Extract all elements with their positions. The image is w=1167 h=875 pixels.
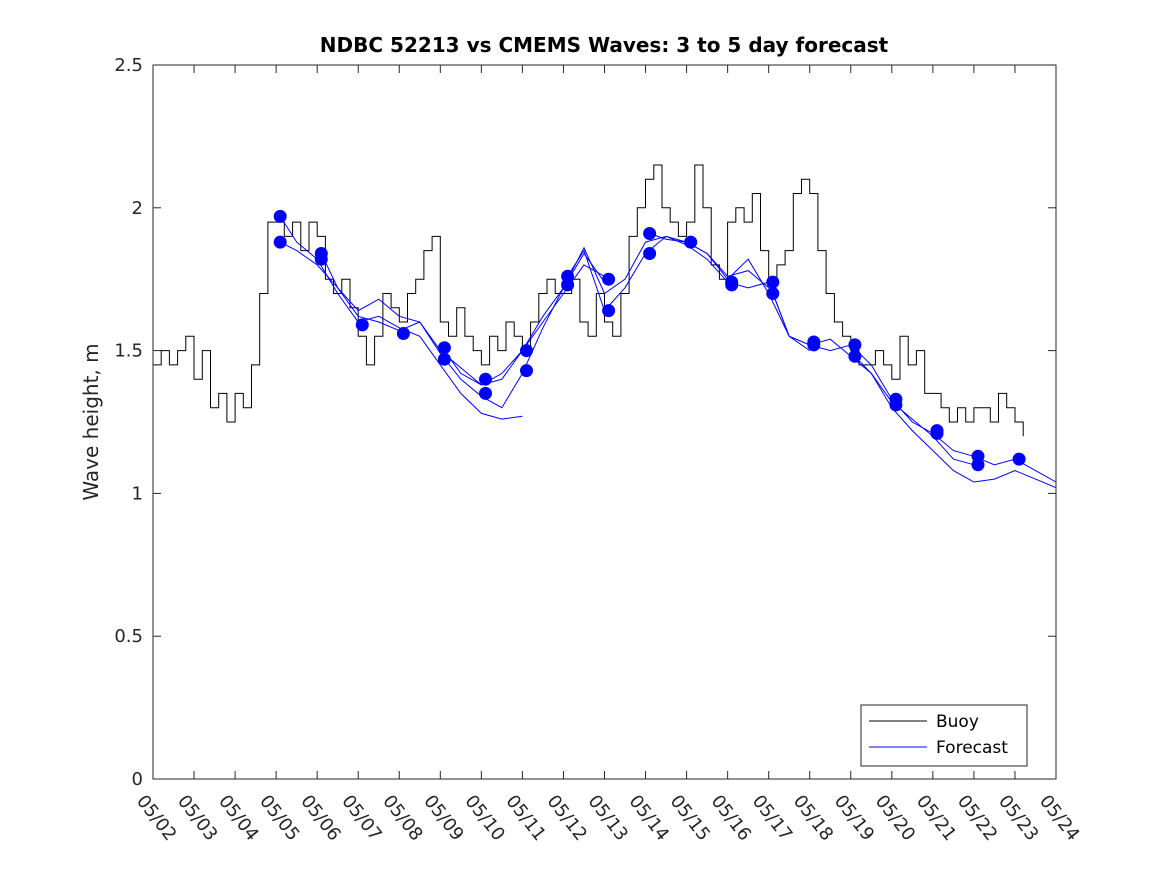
y-tick-label: 0.5 [114, 626, 143, 647]
forecast-line-7 [772, 293, 1057, 483]
forecast-marker [684, 235, 698, 249]
y-axis-label: Wave height, m [79, 343, 103, 500]
forecast-marker [971, 458, 985, 472]
buoy-line [153, 164, 1024, 437]
legend: Buoy Forecast [860, 704, 1028, 767]
legend-buoy-label: Buoy [936, 712, 979, 732]
forecast-marker [437, 341, 451, 355]
x-tick-label: 05/03 [173, 791, 221, 845]
x-tick-label: 05/18 [789, 791, 837, 845]
x-tick-label: 05/10 [460, 791, 508, 845]
forecast-marker [273, 209, 287, 223]
x-tick-label: 05/15 [666, 791, 714, 845]
x-tick-label: 05/16 [707, 791, 755, 845]
chart-title: NDBC 52213 vs CMEMS Waves: 3 to 5 day fo… [320, 33, 889, 57]
forecast-marker [930, 426, 944, 440]
legend-forecast-label: Forecast [936, 738, 1008, 758]
forecast-marker [561, 278, 575, 292]
x-tick-label: 05/04 [214, 791, 262, 845]
forecast-marker [807, 338, 821, 352]
plot-frame [152, 64, 1057, 780]
forecast-marker [314, 252, 328, 266]
forecast-marker [1012, 452, 1026, 466]
forecast-marker [848, 338, 862, 352]
y-tick-label: 2.5 [114, 55, 143, 76]
y-tick-label: 1 [132, 483, 143, 504]
forecast-marker [643, 247, 657, 260]
forecast-marker [437, 352, 451, 366]
x-tick-label: 05/21 [912, 791, 960, 845]
y-tick-label: 2 [132, 198, 143, 219]
forecast-marker [725, 278, 739, 292]
x-tick-label: 05/07 [337, 791, 385, 845]
x-tick-label: 05/19 [830, 791, 878, 845]
x-tick-label: 05/13 [584, 791, 632, 845]
plot-area [153, 164, 1057, 489]
x-tick-label: 05/23 [994, 791, 1042, 845]
x-tick-label: 05/24 [1035, 791, 1083, 845]
forecast-marker [273, 235, 287, 249]
forecast-marker [520, 364, 533, 378]
forecast-marker [602, 272, 616, 286]
forecast-marker [355, 318, 369, 332]
x-tick-label: 05/17 [748, 791, 796, 845]
x-tick-label: 05/20 [871, 791, 919, 845]
forecast-marker [396, 327, 410, 340]
x-tick-label: 05/06 [296, 791, 344, 845]
x-tick-label: 05/14 [625, 791, 673, 845]
forecast-marker [848, 349, 862, 363]
forecast-marker [766, 287, 780, 300]
x-tick-label: 05/08 [378, 791, 426, 845]
y-tick-label: 1.5 [114, 341, 143, 362]
forecast-marker [602, 304, 616, 318]
legend-box [860, 704, 1028, 767]
x-tick-label: 05/05 [255, 791, 303, 845]
y-tick-label: 0 [132, 769, 143, 790]
forecast-marker [889, 398, 903, 412]
forecast-marker [479, 372, 492, 386]
forecast-line-3 [320, 252, 605, 409]
forecast-marker [520, 344, 533, 358]
forecast-marker [479, 386, 492, 400]
x-tick-label: 05/12 [543, 791, 591, 845]
x-tick-label: 05/09 [419, 791, 467, 845]
x-tick-label: 05/02 [132, 791, 180, 845]
forecast-marker [643, 227, 657, 240]
forecast-line-4 [443, 235, 770, 386]
forecast-line-8 [854, 355, 1057, 489]
x-tick-label: 05/11 [501, 791, 549, 845]
x-tick-label: 05/22 [953, 791, 1001, 845]
forecast-marker [766, 275, 780, 289]
